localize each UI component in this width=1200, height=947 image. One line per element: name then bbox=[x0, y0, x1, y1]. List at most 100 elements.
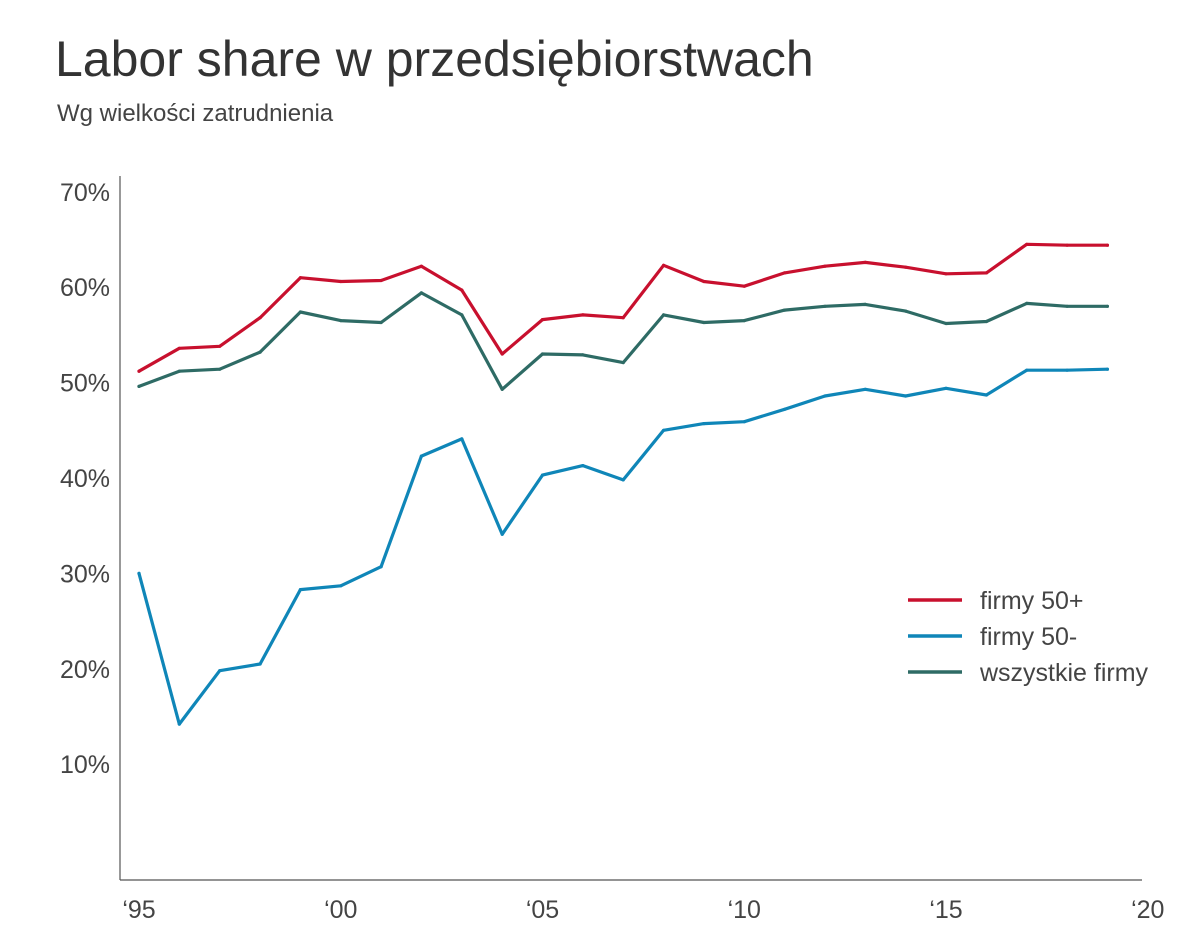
data-point bbox=[863, 260, 867, 264]
data-point bbox=[137, 571, 141, 576]
data-point bbox=[1025, 368, 1029, 372]
data-point bbox=[823, 394, 827, 398]
y-tick-label: 50% bbox=[60, 370, 110, 398]
legend-item: firmy 50+ bbox=[908, 587, 1084, 615]
data-point bbox=[1105, 367, 1109, 371]
data-point bbox=[581, 353, 585, 357]
data-point bbox=[177, 346, 181, 350]
series-points-1 bbox=[137, 242, 1109, 373]
data-point bbox=[863, 387, 867, 391]
y-tick-label: 10% bbox=[60, 751, 110, 779]
data-point bbox=[500, 387, 504, 391]
x-tick-label: ‘95 bbox=[122, 896, 155, 924]
data-point bbox=[177, 369, 181, 373]
data-point bbox=[742, 284, 746, 288]
x-tick-labels: ‘95 ‘00 ‘05 ‘10 ‘15 ‘20 bbox=[122, 896, 1164, 924]
data-point bbox=[540, 473, 545, 477]
data-point bbox=[419, 291, 423, 295]
data-point bbox=[137, 384, 141, 388]
data-point bbox=[379, 278, 383, 283]
y-tick-label: 40% bbox=[60, 465, 110, 493]
data-point bbox=[1065, 368, 1069, 372]
data-point bbox=[540, 318, 545, 322]
data-point bbox=[339, 279, 343, 284]
data-point bbox=[742, 420, 746, 424]
data-point bbox=[419, 454, 423, 458]
y-tick-labels: 10% 20% 30% 40% 50% 60% 70% bbox=[60, 179, 110, 779]
data-point bbox=[218, 344, 222, 348]
data-point bbox=[742, 319, 746, 323]
data-point bbox=[1105, 304, 1109, 308]
data-point bbox=[783, 308, 787, 312]
data-point bbox=[702, 422, 706, 426]
data-point bbox=[904, 265, 908, 269]
legend-label: wszystkie firmy bbox=[979, 659, 1149, 687]
data-point bbox=[984, 319, 989, 324]
y-tick-label: 60% bbox=[60, 274, 110, 302]
series-line-3 bbox=[137, 291, 1110, 391]
data-point bbox=[258, 662, 262, 666]
data-point bbox=[823, 264, 827, 268]
data-point bbox=[904, 309, 908, 313]
data-point bbox=[823, 304, 827, 308]
data-point bbox=[1105, 243, 1109, 247]
x-tick-label: ‘05 bbox=[526, 896, 559, 924]
data-point bbox=[137, 369, 141, 373]
data-point bbox=[783, 271, 787, 275]
data-point bbox=[702, 279, 706, 284]
x-tick-label: ‘15 bbox=[929, 896, 962, 924]
data-point bbox=[581, 313, 585, 317]
data-point bbox=[944, 321, 948, 326]
data-point bbox=[662, 313, 666, 317]
data-point bbox=[379, 565, 383, 569]
y-tick-label: 30% bbox=[60, 560, 110, 588]
data-point bbox=[863, 302, 867, 306]
data-point bbox=[1025, 301, 1029, 305]
data-point bbox=[460, 313, 464, 317]
data-point bbox=[984, 271, 989, 275]
data-point bbox=[1025, 242, 1029, 246]
data-point bbox=[500, 352, 504, 356]
x-tick-label: ‘00 bbox=[324, 896, 357, 924]
data-point bbox=[1065, 304, 1069, 308]
series-points-2 bbox=[137, 367, 1109, 726]
legend-label: firmy 50+ bbox=[980, 587, 1084, 615]
data-point bbox=[621, 478, 625, 482]
data-point bbox=[460, 288, 464, 292]
data-point bbox=[662, 428, 666, 432]
chart-subtitle: Wg wielkości zatrudnienia bbox=[57, 100, 334, 127]
data-point bbox=[500, 532, 504, 536]
y-tick-label: 70% bbox=[60, 179, 110, 207]
data-point bbox=[621, 316, 625, 320]
legend-item: wszystkie firmy bbox=[908, 659, 1149, 687]
series-line-1 bbox=[137, 242, 1110, 373]
data-point bbox=[258, 350, 262, 354]
data-point bbox=[379, 320, 383, 325]
data-point bbox=[339, 584, 343, 588]
x-tick-label: ‘20 bbox=[1131, 896, 1164, 924]
data-point bbox=[339, 319, 343, 323]
data-point bbox=[662, 263, 666, 267]
data-point bbox=[218, 669, 222, 673]
data-point bbox=[540, 352, 545, 356]
legend: firmy 50+ firmy 50- wszystkie firmy bbox=[908, 587, 1149, 687]
data-point bbox=[702, 320, 706, 325]
x-tick-label: ‘10 bbox=[728, 896, 761, 924]
data-point bbox=[177, 722, 181, 726]
data-point bbox=[621, 361, 625, 365]
data-point bbox=[944, 386, 948, 390]
data-point bbox=[904, 394, 908, 398]
data-point bbox=[218, 367, 222, 371]
data-point bbox=[581, 464, 585, 468]
data-point bbox=[298, 276, 302, 280]
data-point bbox=[419, 264, 423, 268]
data-point bbox=[984, 393, 989, 397]
series-lines bbox=[137, 242, 1110, 726]
data-point bbox=[460, 437, 464, 441]
legend-item: firmy 50- bbox=[908, 623, 1077, 651]
series-points-3 bbox=[137, 291, 1109, 391]
series-line-2 bbox=[137, 367, 1110, 726]
data-point bbox=[1065, 243, 1069, 247]
data-point bbox=[298, 588, 302, 592]
